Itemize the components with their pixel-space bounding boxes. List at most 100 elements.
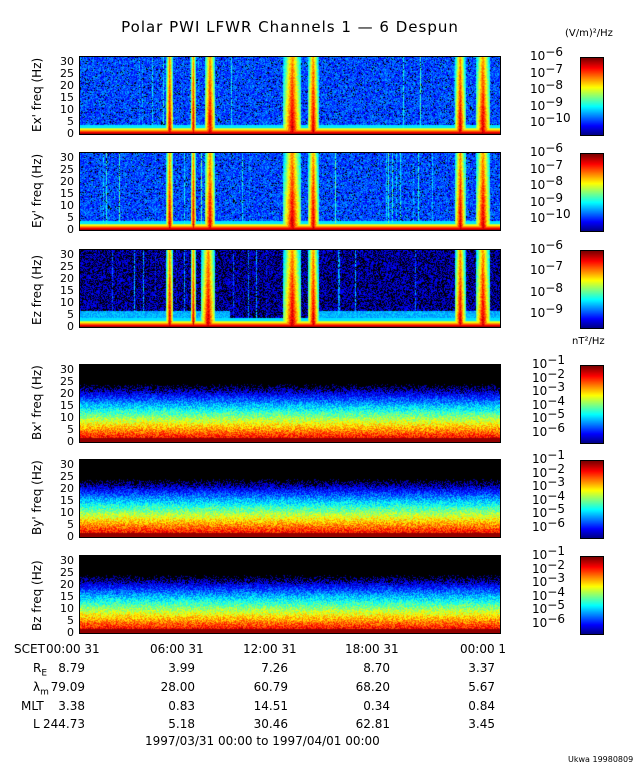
y-tick-label: 30 [60, 150, 74, 164]
table-cell: 06:00 31 [150, 642, 204, 656]
colorbar-tick-label: 10−3 [532, 475, 565, 494]
y-tick-label: 0 [67, 223, 74, 236]
y-tick-label: 20 [60, 174, 74, 188]
colorbar-tick-label: 10−4 [532, 488, 565, 507]
y-axis-label: By' freq (Hz) [30, 460, 44, 535]
y-tick-label: 30 [60, 247, 74, 261]
panel-frame [79, 56, 501, 135]
y-tick-label: 20 [60, 577, 74, 591]
table-cell: 8.70 [363, 661, 390, 675]
table-row-label: MLT [21, 699, 44, 713]
y-tick-label: 25 [60, 259, 74, 273]
colorbar-tick-label: 10−6 [530, 45, 563, 63]
table-cell: 3.37 [468, 661, 495, 675]
colorbar-tick-label: 10−10 [530, 207, 571, 226]
y-tick-label: 20 [60, 78, 74, 92]
y-axis-label: Bx' freq (Hz) [30, 365, 44, 440]
table-cell: 5.18 [168, 717, 195, 731]
y-tick-label: 10 [60, 295, 74, 309]
y-tick-label: 15 [60, 398, 74, 412]
y-axis-label: Ex' freq (Hz) [30, 57, 44, 132]
y-tick-label: 30 [60, 362, 74, 376]
table-cell: 18:00 31 [345, 642, 399, 656]
y-tick-label: 5 [67, 613, 74, 627]
colorbar [580, 57, 604, 136]
colorbar-tick-label: 10−1 [532, 353, 565, 371]
panel-frame [79, 152, 501, 231]
y-tick-label: 5 [67, 210, 74, 224]
table-cell: 62.81 [355, 717, 390, 731]
spectrogram-5 [80, 460, 500, 537]
plot-title: Polar PWI LFWR Channels 1 — 6 Despun [121, 18, 459, 36]
colorbar-tick-label: 10−8 [530, 78, 563, 97]
colorbar-tick-label: 10−6 [532, 515, 565, 534]
y-tick-label: 25 [60, 565, 74, 579]
y-tick-label: 10 [60, 198, 74, 212]
colorbar [580, 460, 604, 539]
table-cell: 79.09 [50, 680, 85, 694]
colorbar-tick-label: 10−9 [530, 190, 563, 209]
table-cell: 12:00 31 [243, 642, 297, 656]
spectrogram-1 [80, 57, 500, 134]
b-colorbar-unit: nT²/Hz [572, 336, 605, 347]
y-tick-label: 5 [67, 307, 74, 321]
y-tick-label: 0 [67, 530, 74, 543]
y-tick-label: 15 [60, 283, 74, 297]
colorbar-tick-label: 10−7 [530, 61, 563, 80]
y-tick-label: 25 [60, 66, 74, 80]
table-cell: 8.79 [58, 661, 85, 675]
colorbar-tick-label: 10−7 [530, 259, 563, 278]
colorbar-tick-label: 10−2 [532, 461, 565, 480]
y-axis-label: Ez freq (Hz) [30, 254, 44, 325]
y-tick-label: 0 [67, 626, 74, 639]
colorbar-tick-label: 10−6 [532, 420, 565, 439]
y-axis-label: Ey' freq (Hz) [30, 153, 44, 228]
colorbar-tick-label: 10−9 [530, 302, 563, 321]
y-tick-label: 10 [60, 102, 74, 116]
colorbar [580, 556, 604, 635]
colorbar-tick-label: 10−2 [532, 557, 565, 576]
table-cell: 30.46 [253, 717, 288, 731]
colorbar-tick-label: 10−5 [532, 502, 565, 521]
y-tick-label: 30 [60, 553, 74, 567]
table-cell: 68.20 [355, 680, 390, 694]
y-tick-label: 15 [60, 493, 74, 507]
y-tick-label: 5 [67, 114, 74, 128]
spectrogram-6 [80, 556, 500, 633]
y-tick-label: 10 [60, 410, 74, 424]
y-tick-label: 20 [60, 481, 74, 495]
colorbar-tick-label: 10−3 [532, 380, 565, 399]
y-tick-label: 20 [60, 271, 74, 285]
table-cell: 3.45 [468, 717, 495, 731]
table-cell: 5.67 [468, 680, 495, 694]
table-cell: 0.83 [168, 699, 195, 713]
table-cell: 14.51 [253, 699, 288, 713]
colorbar-tick-label: 10−7 [530, 157, 563, 176]
colorbar-tick-label: 10−10 [530, 111, 571, 130]
y-tick-label: 15 [60, 90, 74, 104]
table-cell: 28.00 [160, 680, 195, 694]
colorbar-tick-label: 10−4 [532, 393, 565, 412]
y-tick-label: 0 [67, 435, 74, 448]
table-cell: 0.34 [363, 699, 390, 713]
colorbar [580, 153, 604, 232]
panel-frame [79, 555, 501, 634]
table-row-label: SCET [14, 642, 45, 656]
colorbar-tick-label: 10−4 [532, 584, 565, 603]
y-tick-label: 25 [60, 469, 74, 483]
table-cell: 00:00 31 [46, 642, 100, 656]
y-tick-label: 5 [67, 517, 74, 531]
table-cell: 0.84 [468, 699, 495, 713]
colorbar [580, 365, 604, 444]
colorbar-tick-label: 10−9 [530, 94, 563, 113]
colorbar [580, 250, 604, 329]
y-tick-label: 15 [60, 186, 74, 200]
y-tick-label: 5 [67, 422, 74, 436]
table-row-label: RE [33, 661, 48, 679]
e-colorbar-unit: (V/m)²/Hz [565, 28, 613, 39]
panel-frame [79, 249, 501, 328]
table-row-label: L [33, 717, 40, 731]
colorbar-tick-label: 10−8 [530, 174, 563, 193]
colorbar-tick-label: 10−5 [532, 598, 565, 617]
